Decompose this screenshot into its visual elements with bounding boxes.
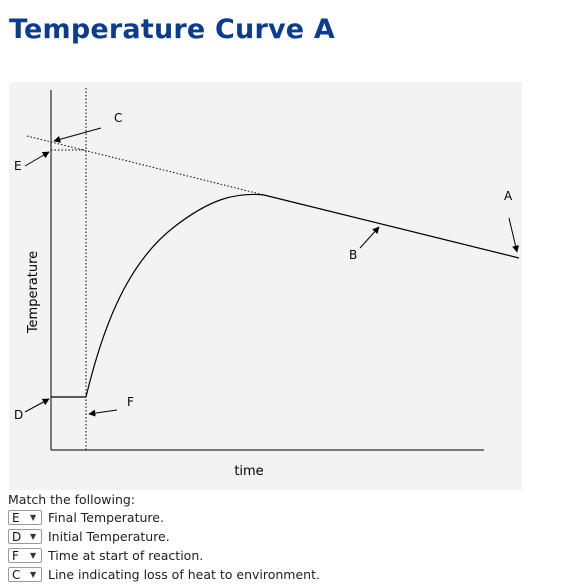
page-title: Temperature Curve A	[9, 14, 335, 45]
match-text-1: Final Temperature.	[48, 510, 164, 525]
temperature-curve-figure: C E A B D F time Temperature	[9, 82, 522, 490]
temperature-curve-svg: C E A B D F time Temperature	[14, 88, 520, 479]
arrow-a	[508, 217, 519, 253]
chevron-down-icon: ▼	[30, 532, 37, 541]
extrapolated-cooling-line	[26, 135, 265, 196]
arrow-c	[53, 127, 102, 143]
chevron-down-icon: ▼	[30, 551, 37, 560]
match-text-2: Initial Temperature.	[48, 529, 170, 544]
arrow-f	[88, 409, 118, 417]
arrow-b	[359, 226, 380, 249]
label-e: E	[14, 159, 22, 173]
label-a: A	[504, 189, 513, 203]
x-axis-label: time	[234, 464, 263, 479]
match-select-4-value: C	[12, 567, 21, 582]
label-f: F	[127, 395, 134, 409]
label-d: D	[14, 408, 23, 422]
label-c: C	[114, 111, 122, 125]
cooling-line	[263, 194, 520, 259]
match-row-2: D ▼ Initial Temperature.	[8, 528, 170, 545]
match-row-3: F ▼ Time at start of reaction.	[8, 547, 203, 564]
chevron-down-icon: ▼	[30, 513, 37, 522]
match-select-3[interactable]: F ▼	[8, 548, 42, 563]
chevron-down-icon: ▼	[30, 570, 37, 579]
match-text-4: Line indicating loss of heat to environm…	[48, 567, 320, 582]
match-select-4[interactable]: C ▼	[8, 567, 42, 582]
match-select-2-value: D	[12, 529, 22, 544]
match-row-1: E ▼ Final Temperature.	[8, 509, 164, 526]
match-text-3: Time at start of reaction.	[48, 548, 204, 563]
match-prompt: Match the following:	[8, 492, 136, 507]
match-select-1-value: E	[12, 510, 20, 525]
match-select-2[interactable]: D ▼	[8, 529, 42, 544]
y-axis-label: Temperature	[26, 251, 41, 334]
arrow-e	[24, 151, 50, 167]
temperature-rise-curve	[85, 193, 265, 398]
arrow-d	[24, 398, 50, 413]
match-select-1[interactable]: E ▼	[8, 510, 42, 525]
label-b: B	[349, 248, 357, 262]
match-row-4: C ▼ Line indicating loss of heat to envi…	[8, 566, 320, 583]
match-select-3-value: F	[12, 548, 19, 563]
